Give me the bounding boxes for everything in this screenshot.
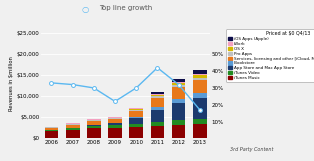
Bar [108,119,122,123]
Bar [172,99,186,103]
Bar [193,93,207,98]
Text: Top line growth: Top line growth [99,5,152,11]
Legend: iOS Apps (Apple), iWork, OS X, Pro Apps, Services, licensing and other [iCloud, : iOS Apps (Apple), iWork, OS X, Pro Apps,… [226,29,314,82]
Bar [108,125,122,128]
Bar [193,75,207,78]
Bar [129,111,143,117]
Bar [172,103,186,120]
Bar [66,128,79,130]
Bar [150,98,164,107]
Bar [172,125,186,138]
Bar [172,79,186,82]
Bar [129,110,143,111]
Bar [129,118,143,123]
Bar [108,118,122,119]
Bar [129,123,143,127]
Bar [129,127,143,138]
Bar [129,109,143,110]
Bar [45,131,58,138]
Bar [87,128,101,138]
Text: 3rd Party Content: 3rd Party Content [230,147,273,152]
Bar [150,95,164,96]
Bar [193,74,207,75]
Bar [45,127,58,128]
Text: ○: ○ [81,5,89,14]
Bar [66,124,79,125]
Bar [193,124,207,138]
Bar [129,108,143,109]
Bar [150,110,164,122]
Bar [172,83,186,85]
Bar [108,123,122,125]
Bar [172,87,186,99]
Bar [193,78,207,80]
Bar [129,117,143,118]
Bar [193,80,207,93]
Bar [108,128,122,138]
Bar [150,107,164,110]
Bar [66,125,79,128]
Bar [87,120,101,121]
Bar [66,123,79,124]
Y-axis label: Revenues in $million: Revenues in $million [9,56,14,111]
Bar [172,120,186,125]
Bar [193,70,207,74]
Bar [87,121,101,125]
Bar [87,119,101,120]
Bar [193,119,207,124]
Bar [87,125,101,126]
Bar [150,92,164,94]
Bar [172,85,186,87]
Bar [150,94,164,95]
Bar [150,126,164,138]
Bar [193,98,207,119]
Bar [108,117,122,118]
Bar [45,128,58,130]
Bar [150,122,164,126]
Bar [87,126,101,128]
Bar [150,96,164,98]
Bar [66,130,79,138]
Bar [172,82,186,83]
Bar [45,130,58,131]
